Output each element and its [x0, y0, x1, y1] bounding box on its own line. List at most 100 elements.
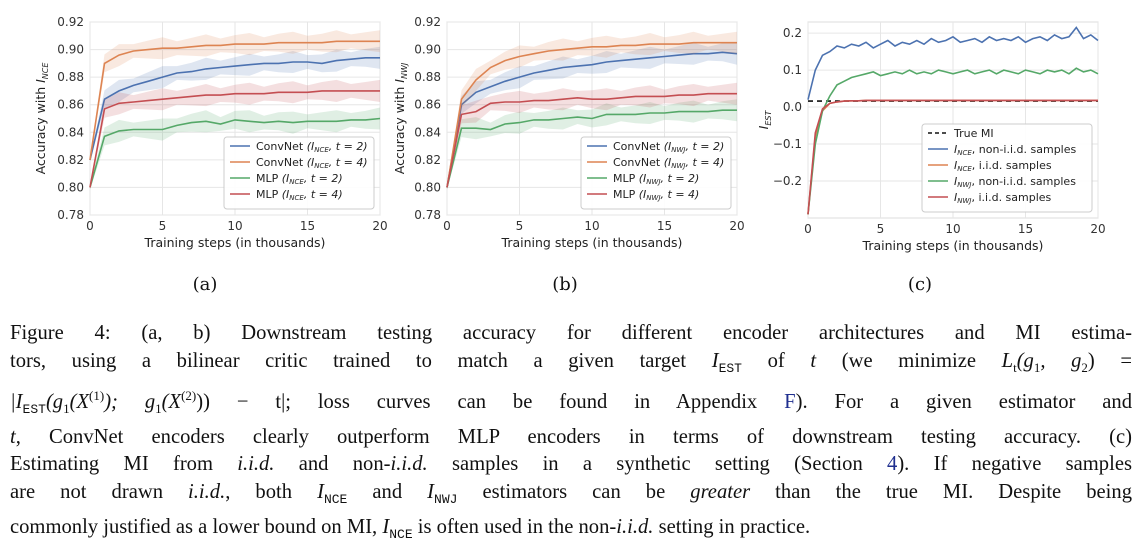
math-superscript: (1) [89, 388, 105, 404]
legend-math-sub: NWJ [957, 181, 971, 189]
y-tick-label: 0.84 [414, 125, 441, 139]
y-tick-label: −0.2 [773, 174, 802, 188]
x-tick-label: 5 [877, 222, 885, 236]
math-symbol: |I [10, 391, 23, 414]
legend-box [580, 136, 732, 210]
caption-line-5: Estimating MI from i.i.d. and non-i.i.d.… [10, 451, 1132, 479]
legend-text: ConvNet [613, 140, 664, 153]
math-subscript: t [1013, 359, 1017, 375]
chart-panel-2: 0.78 0.80 0.82 0.84 0.86 0.88 0.90 0.92 0 5 10 15 20… [392, 15, 745, 295]
legend-label: ConvNet (INWJ, t = 4) [613, 156, 724, 170]
chart-panel-1: 0.78 0.80 0.82 0.84 0.86 0.88 0.90 0.92 0 5 10 15 20… [33, 15, 388, 295]
legend-label: True MI [953, 127, 994, 140]
math-subscript: NCE [389, 526, 413, 542]
x-axis-label: Training steps (in thousands) [144, 235, 326, 250]
legend-label: MLP (INWJ, t = 2) [613, 172, 699, 186]
series-line [446, 51, 738, 188]
x-tick-label: 10 [227, 219, 242, 233]
math-symbol: t [810, 349, 817, 372]
legend-box [223, 136, 375, 210]
math-symbol: (g [1016, 349, 1034, 372]
legend-text: MLP [256, 188, 282, 201]
legend-math: I [954, 175, 957, 188]
legend-math: I [954, 143, 957, 156]
series-band [447, 82, 737, 190]
math-subscript: 2 [1081, 359, 1088, 375]
legend-text: MLP [613, 188, 639, 201]
y-tick-label: 0.82 [414, 153, 441, 167]
figure-4: 0.78 0.80 0.82 0.84 0.86 0.88 0.90 0.92 0 5 10 15 20… [33, 15, 1106, 295]
x-tick-label: 5 [159, 219, 167, 233]
legend-math-sub: NCE [957, 149, 972, 157]
y-tick-label: 0.1 [783, 63, 802, 77]
legend-label: ConvNet (INCE, t = 4) [256, 156, 368, 170]
legend-label: ConvNet (INWJ, t = 2) [613, 140, 724, 154]
legend-math: , t = 2) [329, 140, 368, 153]
series-line [446, 109, 737, 188]
x-tick-label: 15 [657, 219, 672, 233]
legend-label: MLP (INCE, t = 2) [256, 172, 343, 186]
series-band [447, 99, 737, 190]
legend-text: ConvNet [256, 140, 307, 153]
caption-text: Figure 4: (a, b) Downstream testing accu… [10, 322, 1132, 344]
math-symbol: I [382, 515, 390, 538]
series-line [89, 40, 380, 161]
math-symbol: (X [161, 391, 182, 414]
x-tick-label: 20 [1090, 222, 1105, 236]
y-tick-label: 0.84 [57, 125, 84, 139]
math-subscript: EST [718, 360, 742, 376]
legend-text: , non-i.i.d. samples [972, 143, 1077, 156]
y-axis-label-subscript: NCE [41, 62, 50, 80]
series-line [89, 90, 380, 188]
legend-text: ConvNet [613, 156, 664, 169]
series-line [807, 67, 1099, 215]
math-subscript: 1 [155, 401, 162, 417]
legend-math-sub: NCE [957, 165, 972, 173]
y-axis-label-symbol: I [392, 79, 407, 83]
math-subscript: 1 [63, 401, 70, 417]
math-subscript: EST [22, 402, 46, 418]
caption-text: setting in practice. [653, 515, 811, 538]
x-tick-label: 0 [86, 219, 94, 233]
series-band [447, 42, 737, 190]
legend-math: , t = 4) [329, 156, 368, 169]
section-link[interactable]: 4 [887, 453, 898, 476]
caption-line-3: |IEST(g1(X(1)); g1(X(2))) − t|; loss cur… [10, 382, 1132, 424]
series-line [89, 117, 381, 188]
y-tick-label: 0.86 [414, 98, 441, 112]
math-symbol: ); g [104, 391, 156, 414]
caption-italic: i.i.d. [237, 453, 275, 476]
y-tick-label: 0.80 [57, 180, 84, 194]
appendix-link[interactable]: F [784, 391, 796, 414]
math-symbol: , g [1040, 349, 1082, 372]
caption-italic: i.i.d. [188, 481, 226, 504]
legend: ConvNet (INCE, t = 2)ConvNet (INCE, t = … [223, 136, 375, 210]
legend-math: , t = 2) [304, 172, 343, 185]
y-tick-label: −0.1 [773, 137, 802, 151]
legend-math-sub: NWJ [671, 146, 685, 154]
y-axis-label-text: Accuracy with [392, 83, 407, 175]
legend-text: , i.i.d. samples [972, 159, 1052, 172]
legend-label: MLP (INWJ, t = 4) [613, 188, 699, 202]
legend-math: , t = 4) [304, 188, 343, 201]
y-axis-label: Accuracy with INWJ [392, 62, 409, 174]
math-symbol: I [427, 481, 435, 504]
panel-label: (c) [908, 274, 932, 295]
legend-math-sub: NCE [289, 194, 304, 202]
y-axis-label: Accuracy with INCE [33, 62, 50, 175]
legend-math-sub: NWJ [646, 194, 660, 202]
legend-math: I [954, 159, 957, 172]
legend-text: , non-i.i.d. samples [971, 175, 1076, 188]
caption-text: and non- [274, 453, 391, 476]
chart-panel-3: −0.2 −0.1 0.0 0.1 0.2 0 5 10 15 20 Training steps … [756, 21, 1106, 295]
x-tick-label: 0 [443, 219, 451, 233]
series-band [90, 79, 380, 190]
math-symbol: L [1001, 349, 1014, 372]
y-axis-label-subscript: EST [764, 110, 773, 126]
series-line [446, 41, 737, 188]
figure-caption: Figure 4: (a, b) Downstream testing accu… [10, 320, 1132, 548]
legend-math: (I [664, 156, 672, 169]
math-subscript: NCE [323, 492, 348, 508]
math-symbol: (X [69, 391, 90, 414]
legend-label: INCE, i.i.d. samples [954, 159, 1052, 173]
